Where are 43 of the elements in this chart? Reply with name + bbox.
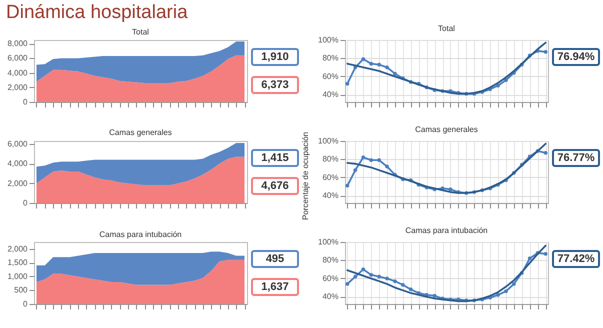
chart-title: Camas generales bbox=[415, 125, 478, 134]
y-tick-label: 40% bbox=[322, 90, 338, 100]
y-tick-label: 6,000 bbox=[7, 54, 28, 63]
y-tick-label: 80% bbox=[322, 54, 338, 63]
text: 1,415 bbox=[251, 149, 299, 167]
y-tick-label: 4,000 bbox=[7, 68, 28, 78]
y-tick-label: 6,000 bbox=[7, 139, 28, 148]
y-tick-label: 2,000 bbox=[7, 178, 28, 188]
y-tick-label: 8,000 bbox=[7, 39, 28, 48]
y-tick-label: 100% bbox=[318, 136, 338, 146]
y-tick-label: 100% bbox=[318, 36, 338, 44]
y-tick-label: 4,000 bbox=[7, 159, 28, 168]
text: 77.42% bbox=[552, 250, 600, 268]
text: 6,373 bbox=[251, 76, 299, 94]
text: 4,676 bbox=[251, 177, 299, 195]
chart-title: Camas generales bbox=[109, 128, 172, 137]
y-tick-label: 2,000 bbox=[7, 82, 28, 92]
y-tick-label: 60% bbox=[322, 172, 338, 182]
text: 495 bbox=[251, 250, 299, 268]
chart-title: Total bbox=[132, 28, 150, 37]
y-tick-label: 2,000 bbox=[7, 244, 28, 254]
chart-title: Total bbox=[438, 24, 456, 33]
y-axis-title: Porcentaje de ocupación bbox=[301, 131, 310, 220]
text: 76.94% bbox=[552, 48, 600, 66]
y-tick-label: 500 bbox=[14, 286, 28, 295]
y-tick-label: 40% bbox=[322, 292, 338, 302]
text: Dinámica hospitalaria bbox=[5, 1, 189, 24]
y-tick-label: 60% bbox=[322, 72, 338, 81]
y-tick-label: 0 bbox=[23, 300, 28, 308]
text: 1,637 bbox=[251, 278, 299, 296]
y-tick-label: 0 bbox=[23, 98, 28, 106]
y-tick-label: 1,500 bbox=[7, 258, 28, 268]
y-tick-label: 0 bbox=[23, 198, 28, 208]
y-tick-label: 60% bbox=[322, 274, 338, 283]
y-tick-label: 80% bbox=[322, 256, 338, 265]
text: 1,910 bbox=[251, 48, 299, 66]
y-tick-label: 80% bbox=[322, 154, 338, 164]
y-tick-label: 100% bbox=[318, 238, 338, 246]
text: 76.77% bbox=[552, 149, 600, 167]
chart-title: Camas para intubación bbox=[99, 230, 182, 239]
y-tick-label: 40% bbox=[322, 191, 338, 200]
chart-title: Camas para intubación bbox=[405, 226, 488, 235]
y-tick-label: 1,000 bbox=[7, 272, 28, 281]
